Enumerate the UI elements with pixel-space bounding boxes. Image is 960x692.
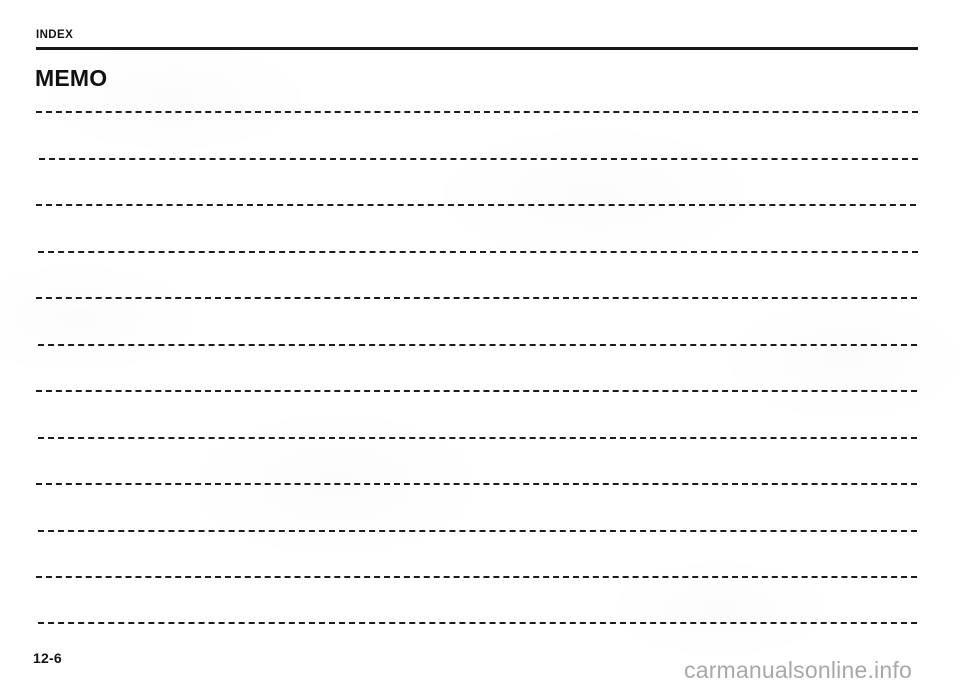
- memo-line: [36, 204, 916, 206]
- memo-line: [38, 530, 917, 532]
- running-head-index: INDEX: [36, 29, 74, 41]
- memo-line: [36, 390, 917, 392]
- memo-line: [38, 251, 918, 253]
- page-title: MEMO: [35, 65, 108, 91]
- memo-line: [39, 158, 918, 160]
- memo-line: [36, 576, 917, 578]
- memo-line: [38, 437, 917, 439]
- memo-line: [36, 111, 918, 113]
- memo-line: [38, 344, 917, 346]
- header-divider-rule: [36, 47, 918, 50]
- watermark: carmanualsonline.info: [684, 657, 912, 683]
- page-number: 12-6: [33, 650, 62, 666]
- memo-line: [38, 622, 917, 624]
- memo-line: [36, 297, 917, 299]
- memo-line: [36, 483, 917, 485]
